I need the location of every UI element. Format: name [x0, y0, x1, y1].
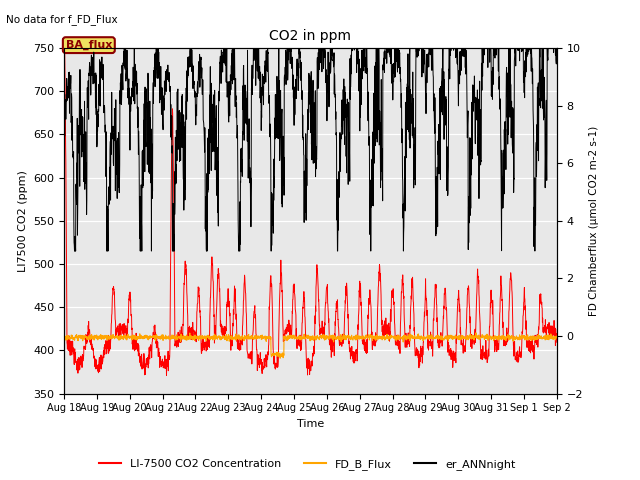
Legend: LI-7500 CO2 Concentration, FD_B_Flux, er_ANNnight: LI-7500 CO2 Concentration, FD_B_Flux, er… — [95, 455, 520, 474]
Text: No data for f_FD_Flux: No data for f_FD_Flux — [6, 14, 118, 25]
Text: BA_flux: BA_flux — [66, 40, 112, 50]
Y-axis label: FD Chamberflux (μmol CO2 m-2 s-1): FD Chamberflux (μmol CO2 m-2 s-1) — [589, 126, 598, 316]
X-axis label: Time: Time — [297, 419, 324, 429]
Y-axis label: LI7500 CO2 (ppm): LI7500 CO2 (ppm) — [17, 170, 28, 272]
Title: CO2 in ppm: CO2 in ppm — [269, 29, 351, 43]
